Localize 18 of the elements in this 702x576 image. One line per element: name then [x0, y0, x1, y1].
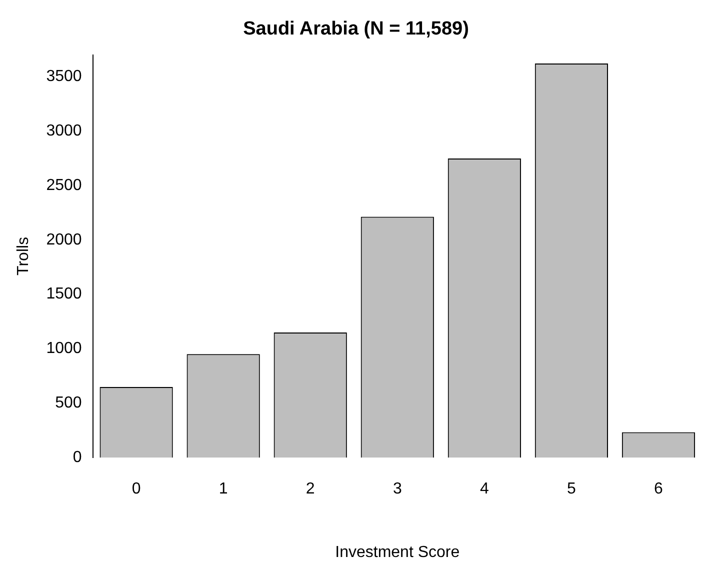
x-axis-title: Investment Score — [335, 544, 460, 561]
x-tick-label: 6 — [654, 480, 664, 498]
x-tick-label: 1 — [218, 480, 228, 498]
y-axis-title: Trolls — [15, 236, 32, 276]
y-tick-label: 1500 — [46, 286, 82, 303]
y-tick-label: 500 — [55, 394, 82, 412]
x-tick-label: 5 — [567, 480, 576, 498]
x-tick-label: 2 — [306, 480, 315, 498]
x-tick-label: 4 — [480, 480, 489, 498]
x-tick-label: 0 — [132, 480, 141, 498]
x-tick-label: 3 — [392, 480, 402, 498]
y-tick-label: 0 — [72, 449, 82, 466]
y-tick-label: 2500 — [46, 176, 82, 194]
y-tick-label: 1000 — [46, 340, 82, 358]
y-tick-label: 2000 — [46, 231, 82, 248]
y-tick-label: 3000 — [46, 122, 82, 140]
y-tick-label: 3500 — [46, 68, 82, 85]
chart-title: Saudi Arabia (N = 11,589) — [243, 18, 469, 40]
